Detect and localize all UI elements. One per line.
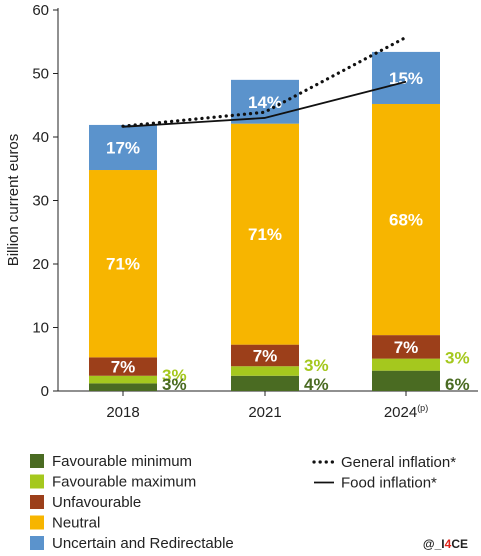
credit-accent: 4 xyxy=(445,537,452,551)
bar-label: 7% xyxy=(394,338,419,357)
legend-swatch xyxy=(30,495,44,509)
bar-segment xyxy=(89,383,157,391)
legend-label: Uncertain and Redirectable xyxy=(52,535,234,552)
legend-swatch xyxy=(30,536,44,550)
legend: Favourable minimum Favourable maximum Unfa… xyxy=(30,453,456,552)
x-tick-label: 2021 xyxy=(248,404,281,421)
bar-label: 7% xyxy=(253,346,278,365)
x-tick-superscript: (p) xyxy=(417,403,428,413)
bar-segment xyxy=(231,344,299,367)
x-tick-label: 2018 xyxy=(106,404,139,421)
bar-segment xyxy=(372,358,440,371)
bar-label: 71% xyxy=(248,225,282,244)
y-tick-label: 40 xyxy=(32,129,49,146)
bar-segment xyxy=(231,375,299,391)
y-tick-label: 0 xyxy=(41,383,49,400)
bar-segment xyxy=(89,170,157,358)
bar-side-label: 4% xyxy=(304,375,329,394)
y-tick-label: 20 xyxy=(32,256,49,273)
bar-label: 7% xyxy=(111,358,136,377)
bar-label: 71% xyxy=(106,255,140,274)
bar-side-label: 3% xyxy=(162,375,187,394)
legend-label: Favourable minimum xyxy=(52,453,192,470)
bar-labels: 7%7% 7%17%14%15%71%71%68%3%3% 3%3% 4% 6% xyxy=(106,69,470,394)
credit-label: @_I4CE xyxy=(423,537,468,551)
inflation-lines xyxy=(121,35,408,128)
bar-segment xyxy=(89,375,157,384)
bar-side-label: 3% xyxy=(304,356,329,375)
bar-label: 14% xyxy=(248,93,282,112)
bar-segment xyxy=(372,370,440,391)
bar-segment xyxy=(372,335,440,359)
y-tick-label: 50 xyxy=(32,66,49,83)
legend-swatch xyxy=(30,474,44,489)
legend-label: Neutral xyxy=(52,515,100,532)
food-inflation-line xyxy=(122,80,407,128)
bar-segment xyxy=(231,79,299,124)
bar-segment xyxy=(89,124,157,171)
legend-label: General inflation* xyxy=(341,454,456,471)
bar-side-label: 6% xyxy=(445,375,470,394)
x-tick-label: 2024(p) xyxy=(384,403,428,421)
bars xyxy=(89,51,440,391)
x-tick-year: 2024 xyxy=(384,404,417,421)
y-tick-label: 30 xyxy=(32,193,49,210)
y-tick-label: 60 xyxy=(32,2,49,19)
legend-label: Food inflation* xyxy=(341,475,437,492)
bar-segment xyxy=(231,123,299,345)
bar-segment xyxy=(372,51,440,104)
bar-side-label: 3% xyxy=(445,349,470,368)
bar-label: 68% xyxy=(389,211,423,230)
bar-segment xyxy=(89,357,157,376)
bar-label: 17% xyxy=(106,138,140,157)
bar-segment xyxy=(231,366,299,376)
legend-label: Unfavourable xyxy=(52,494,141,511)
x-tick-year: 2021 xyxy=(248,404,281,421)
legend-label: Favourable maximum xyxy=(52,474,196,491)
general-inflation-line xyxy=(121,35,408,128)
bar-segment xyxy=(372,103,440,336)
legend-swatch xyxy=(30,515,44,530)
x-tick-year: 2018 xyxy=(106,404,139,421)
legend-swatch xyxy=(30,454,44,468)
credit-suffix: CE xyxy=(451,537,468,551)
y-axis-label: Billion current euros xyxy=(5,134,22,267)
x-ticks: 2018 2021 2024(p) xyxy=(106,391,428,421)
y-ticks: 0 10 20 30 40 50 60 xyxy=(32,2,58,400)
y-tick-label: 10 xyxy=(32,320,49,337)
bar-side-label: 3% xyxy=(162,366,187,385)
credit-prefix: @_I xyxy=(423,537,445,551)
